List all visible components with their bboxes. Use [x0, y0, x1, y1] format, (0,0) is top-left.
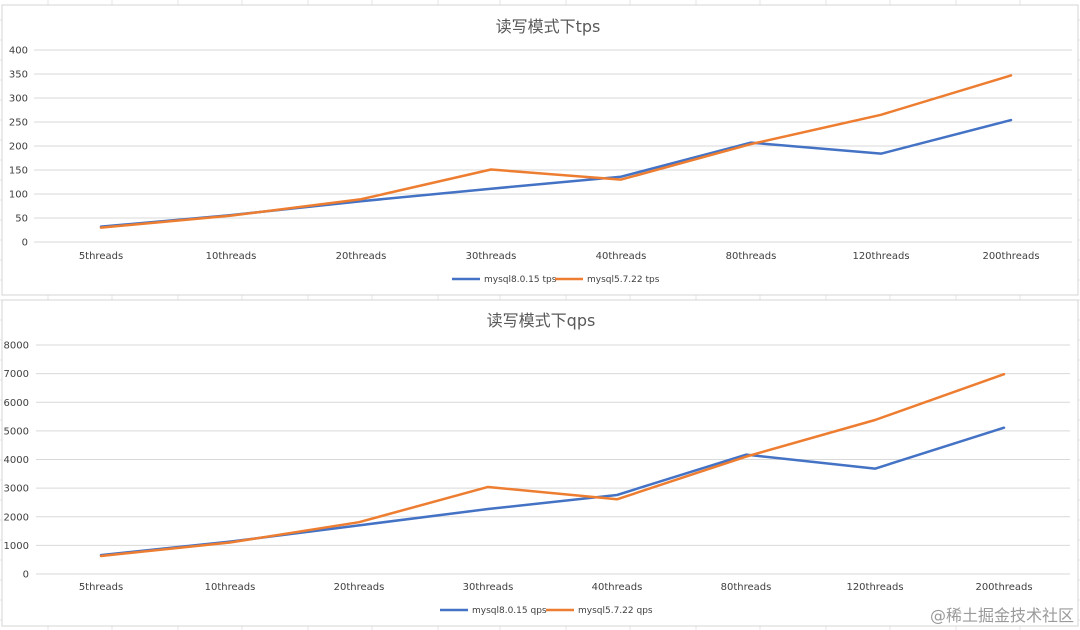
- tps-x-tick-label: 5threads: [79, 251, 123, 262]
- tps-y-tick-label: 250: [9, 118, 28, 129]
- tps-legend: mysql8.0.15 tps mysql5.7.22 tps: [452, 275, 660, 285]
- qps-chart-title: 读写模式下qps: [487, 311, 596, 330]
- qps-y-tick-label: 2000: [4, 512, 29, 523]
- tps-chart: 读写模式下tps 0 50 100 150 200 250 300 350 400 5thread…: [1, 4, 1079, 296]
- qps-y-tick-label: 8000: [4, 341, 29, 352]
- qps-y-tick-label: 0: [23, 570, 29, 581]
- qps-x-tick-label: 200threads: [975, 582, 1032, 593]
- qps-x-tick-label: 30threads: [463, 582, 514, 593]
- qps-y-tick-label: 4000: [4, 455, 29, 466]
- tps-y-tick-label: 0: [22, 238, 28, 249]
- tps-y-tick-label: 200: [9, 142, 28, 153]
- qps-series-line-mysql57: [99, 372, 1006, 558]
- qps-x-tick-label: 40threads: [592, 582, 643, 593]
- qps-x-tick-label: 10threads: [205, 582, 256, 593]
- qps-x-tick-label: 20threads: [334, 582, 385, 593]
- tps-y-tick-label: 100: [9, 190, 28, 201]
- qps-y-tick-label: 1000: [4, 541, 29, 552]
- qps-legend: mysql8.0.15 qps mysql5.7.22 qps: [440, 606, 653, 616]
- tps-y-tick-label: 400: [9, 46, 28, 57]
- tps-y-tick-label: 350: [9, 70, 28, 81]
- qps-x-tick-label: 80threads: [721, 582, 772, 593]
- tps-legend-label-mysql57: mysql5.7.22 tps: [587, 275, 660, 285]
- qps-x-tick-label: 120threads: [846, 582, 903, 593]
- tps-x-tick-label: 10threads: [206, 251, 257, 262]
- tps-y-tick-label: 50: [15, 214, 28, 225]
- qps-legend-label-mysql57: mysql5.7.22 qps: [578, 606, 653, 616]
- qps-y-tick-label: 6000: [4, 398, 29, 409]
- tps-series-line-mysql57: [99, 74, 1013, 229]
- tps-plot-area: 0 50 100 150 200 250 300 350 400 5threads 10thread…: [9, 46, 1072, 262]
- watermark: @稀土掘金技术社区: [929, 606, 1074, 625]
- tps-chart-frame: [1, 4, 1079, 296]
- tps-y-tick-label: 300: [9, 94, 28, 105]
- tps-legend-label-mysql8: mysql8.0.15 tps: [484, 275, 557, 285]
- tps-x-tick-label: 120threads: [852, 251, 909, 262]
- tps-x-tick-label: 80threads: [726, 251, 777, 262]
- qps-plot-area: 0 1000 2000 3000 4000 5000 6000 7000 8000 5thread…: [4, 341, 1070, 593]
- tps-x-tick-label: 200threads: [982, 251, 1039, 262]
- tps-x-tick-label: 40threads: [596, 251, 647, 262]
- qps-y-tick-label: 7000: [4, 369, 29, 380]
- qps-chart: 读写模式下qps 0 1000 2000 3000 4000 5000 6000 7000 80…: [1, 299, 1079, 627]
- tps-chart-title: 读写模式下tps: [496, 17, 601, 36]
- tps-y-tick-label: 150: [9, 166, 28, 177]
- qps-x-tick-label: 5threads: [79, 582, 123, 593]
- tps-x-tick-label: 30threads: [466, 251, 517, 262]
- qps-y-tick-label: 5000: [4, 426, 29, 437]
- qps-y-tick-label: 3000: [4, 484, 29, 495]
- tps-x-tick-label: 20threads: [336, 251, 387, 262]
- qps-chart-frame: [1, 299, 1079, 627]
- qps-legend-label-mysql8: mysql8.0.15 qps: [472, 606, 547, 616]
